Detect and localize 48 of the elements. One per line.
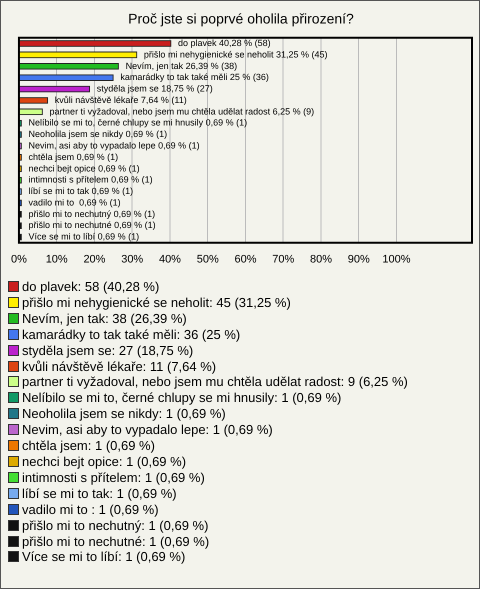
text: nechci bejt opice: 1 (0,69 %): [22, 454, 186, 469]
x-tick-label: 50%: [196, 253, 219, 266]
x-tick-label: 70%: [272, 253, 294, 266]
category-label: partner ti vyžadoval, nebo jsem mu chtěla udělat radost 6,25 % (9): [50, 106, 314, 116]
category-label: nechci bejt opice 0,69 % (1): [28, 163, 140, 174]
category-label: líbí se mi to tak 0,69 % (1): [28, 186, 134, 196]
text: Neoholila jsem se nikdy: 1 (0,69 %): [22, 406, 226, 422]
x-tick-label: 40%: [158, 253, 182, 266]
category-label: Nevim, asi aby to vypadalo lepe 0,69 % (1): [28, 140, 200, 150]
category-label: do plavek 40,28 % (58): [178, 38, 271, 48]
text: přišlo mi to nechutný: 1 (0,69 %): [22, 518, 208, 533]
text: kvůli návštěvě lékaře: 11 (7,64 %): [22, 358, 216, 374]
category-label: Nevím, jen tak 26,39 % (38): [126, 60, 238, 71]
x-tick-label: 100%: [382, 253, 411, 266]
text: přišlo mi to nechutné: 1 (0,69 %): [22, 534, 210, 548]
text: styděla jsem se: 27 (18,75 %): [22, 342, 194, 358]
category-label: Více se mi to líbí 0,69 % (1): [28, 232, 140, 242]
chart-title: Proč jste si poprvé oholila přirození?: [128, 10, 354, 26]
category-label: chtěla jsem 0,69 % (1): [28, 152, 118, 162]
category-label: přišlo mi nehygienické se neholit 31,25 % (45): [144, 49, 328, 60]
category-label: styděla jsem se 18,75 % (27): [96, 84, 213, 94]
category-label: přišlo mi to nechutný 0,69 % (1): [28, 208, 156, 219]
x-tick-label: 0%: [10, 253, 28, 266]
x-tick-label: 30%: [121, 253, 144, 266]
category-label: přišlo mi to nechutné 0,69 % (1): [28, 220, 156, 230]
category-label: kamarádky to tak také měli 25 % (36): [120, 72, 269, 82]
text: vadilo mi to : 1 (0,69 %): [22, 502, 159, 517]
text: partner ti vyžadoval, nebo jsem mu chtěla udělat radost: 9 (6,25 %): [22, 374, 408, 390]
x-tick-label: 10%: [46, 253, 68, 266]
category-label: Nelíbilo se mi to, černé chlupy se mi hnusily 0,69 % (1): [28, 118, 248, 128]
text: chtěla jsem: 1 (0,69 %): [22, 438, 155, 454]
text: Nelíbilo se mi to, černé chlupy se mi hnusily: 1 (0,69 %): [22, 390, 342, 406]
text: přišlo mi nehygienické se neholit: 45 (31,25 %): [22, 294, 291, 310]
x-tick-label: 80%: [310, 253, 332, 266]
text: líbí se mi to tak: 1 (0,69 %): [22, 486, 177, 501]
text: intimnosti s přítelem: 1 (0,69 %): [22, 470, 205, 485]
category-label: vadilo mi to 0,69 % (1): [28, 197, 121, 208]
text: Nevim, asi aby to vypadalo lepe: 1 (0,69 %): [22, 422, 273, 438]
text: do plavek: 58 (40,28 %): [22, 279, 160, 294]
category-label: Neoholila jsem se nikdy 0,69 % (1): [28, 129, 168, 140]
text: kamarádky to tak také měli: 36 (25 %): [22, 326, 240, 342]
x-tick-label: 90%: [348, 253, 370, 266]
x-tick-label: 20%: [83, 253, 106, 266]
text: Nevím, jen tak: 38 (26,39 %): [22, 310, 187, 326]
x-tick-label: 60%: [234, 253, 257, 266]
text: Více se mi to líbí: 1 (0,69 %): [22, 549, 186, 564]
category-label: intimnosti s přítelem 0,69 % (1): [28, 174, 153, 185]
category-label: kvůli návštěvě lékaře 7,64 % (11): [54, 94, 187, 105]
